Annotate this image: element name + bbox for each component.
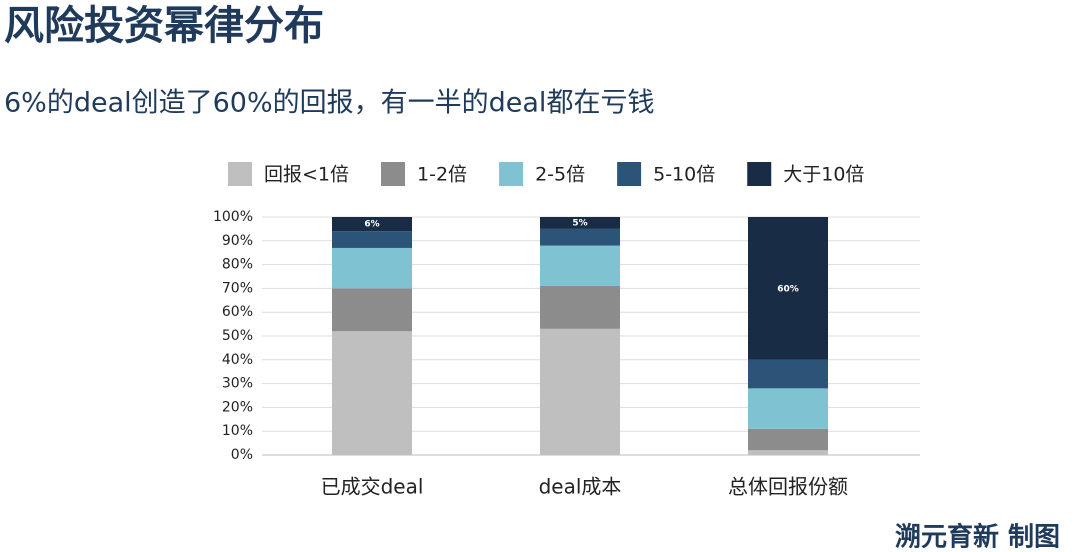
bar-segment <box>540 217 620 229</box>
legend-swatch <box>617 162 642 186</box>
data-label: 60% <box>777 285 799 295</box>
x-tick-label: 总体回报份额 <box>728 475 848 499</box>
y-tick-label: 10% <box>222 423 253 439</box>
data-label: 6% <box>364 220 379 230</box>
chart-subtitle: 6%的deal创造了60%的回报，有一半的deal都在亏钱 <box>4 88 654 119</box>
bar-segment <box>332 331 412 455</box>
bar-segment <box>748 428 828 451</box>
y-tick-label: 30% <box>222 376 253 392</box>
y-tick-label: 100% <box>213 209 253 225</box>
bar-segment <box>540 328 620 455</box>
bar-segment <box>332 217 412 232</box>
x-tick-label: 已成交deal <box>321 475 424 499</box>
chart-title: 风险投资幂律分布 <box>4 3 324 49</box>
source: 溯元育新 制图 <box>895 522 1060 549</box>
bar-segment <box>540 228 620 246</box>
y-tick-label: 90% <box>222 233 253 249</box>
x-tick-label: deal成本 <box>539 475 622 499</box>
bar-segment <box>748 388 828 429</box>
legend-swatch <box>381 162 406 186</box>
legend-swatch <box>499 162 524 186</box>
bar-segment <box>748 450 828 455</box>
y-tick-label: 40% <box>222 352 253 368</box>
legend-label: 1-2倍 <box>417 164 467 186</box>
y-tick-label: 70% <box>222 280 253 296</box>
bar-segment <box>332 288 412 332</box>
legend-label: 5-10倍 <box>653 164 715 186</box>
y-tick-label: 80% <box>222 257 253 273</box>
legend-label: 2-5倍 <box>535 164 585 186</box>
bar-segment <box>748 359 828 389</box>
bar-segment <box>332 231 412 248</box>
legend-swatch <box>228 162 252 186</box>
data-label: 5% <box>572 218 587 228</box>
bar-segment <box>748 217 828 360</box>
y-tick-label: 20% <box>222 399 253 415</box>
legend-swatch <box>747 162 772 186</box>
y-tick-label: 50% <box>222 328 253 344</box>
legend-label: 大于10倍 <box>783 164 864 186</box>
y-tick-label: 0% <box>231 447 253 463</box>
bar-segment <box>540 245 620 287</box>
legend-label: 回报<1倍 <box>264 164 349 186</box>
bar-segment <box>540 286 620 329</box>
bar-segment <box>332 247 412 289</box>
y-tick-label: 60% <box>222 304 253 320</box>
